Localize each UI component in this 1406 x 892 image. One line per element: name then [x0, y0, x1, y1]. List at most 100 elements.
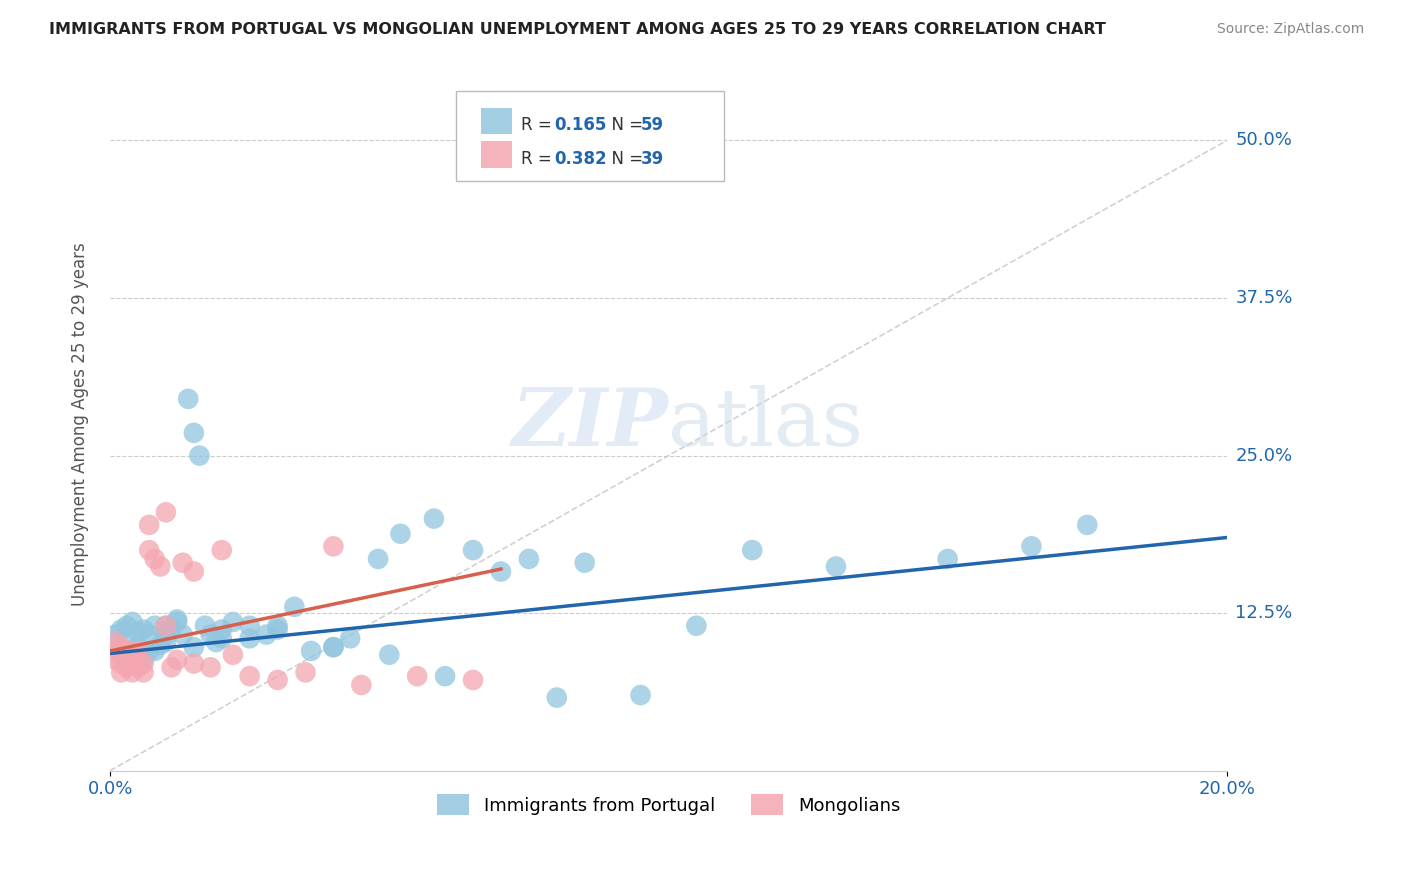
Text: 12.5%: 12.5%: [1236, 604, 1292, 622]
Point: [155, 619, 177, 633]
Point: [367, 552, 389, 566]
Point: [138, 543, 160, 558]
FancyBboxPatch shape: [457, 91, 724, 181]
Point: [211, 543, 233, 558]
Point: [127, 660, 149, 674]
FancyBboxPatch shape: [481, 108, 512, 135]
Point: [143, 619, 166, 633]
Point: [194, 619, 217, 633]
Point: [138, 644, 160, 658]
Point: [155, 505, 177, 519]
Point: [115, 644, 138, 658]
Point: [322, 640, 344, 655]
Point: [222, 615, 245, 629]
Point: [149, 638, 172, 652]
Point: [183, 640, 205, 655]
Point: [205, 635, 228, 649]
Text: 59: 59: [641, 116, 664, 134]
Point: [378, 648, 401, 662]
Point: [177, 392, 200, 406]
Point: [143, 552, 166, 566]
Point: [322, 640, 344, 655]
Point: [283, 599, 305, 614]
Point: [132, 665, 155, 680]
Point: [936, 552, 959, 566]
Point: [115, 632, 138, 646]
Point: [104, 653, 127, 667]
Point: [461, 673, 484, 687]
Point: [322, 539, 344, 553]
Point: [489, 565, 512, 579]
Text: 50.0%: 50.0%: [1236, 131, 1292, 150]
Point: [423, 511, 446, 525]
Text: R =: R =: [522, 150, 557, 169]
Point: [299, 644, 322, 658]
FancyBboxPatch shape: [481, 141, 512, 168]
Point: [266, 673, 288, 687]
Point: [127, 625, 149, 640]
Point: [110, 657, 132, 671]
Point: [155, 635, 177, 649]
Point: [121, 648, 143, 662]
Point: [160, 660, 183, 674]
Text: N =: N =: [602, 116, 648, 134]
Text: 0.165: 0.165: [554, 116, 607, 134]
Point: [630, 688, 652, 702]
Point: [461, 543, 484, 558]
Point: [110, 665, 132, 680]
Point: [127, 640, 149, 655]
Point: [222, 648, 245, 662]
Point: [155, 619, 177, 633]
Point: [104, 644, 127, 658]
Point: [239, 619, 262, 633]
Point: [1021, 539, 1043, 553]
Point: [115, 653, 138, 667]
Point: [183, 657, 205, 671]
Text: atlas: atlas: [668, 385, 863, 463]
Point: [389, 526, 412, 541]
Point: [138, 627, 160, 641]
Point: [434, 669, 457, 683]
Point: [143, 644, 166, 658]
Point: [121, 648, 143, 662]
Point: [350, 678, 373, 692]
Point: [149, 559, 172, 574]
Point: [110, 623, 132, 637]
Point: [211, 632, 233, 646]
Point: [172, 556, 194, 570]
Point: [741, 543, 763, 558]
Text: R =: R =: [522, 116, 557, 134]
Point: [166, 653, 188, 667]
Point: [132, 653, 155, 667]
Point: [121, 615, 143, 629]
Point: [127, 644, 149, 658]
Point: [825, 559, 848, 574]
Point: [294, 665, 316, 680]
Text: 39: 39: [641, 150, 664, 169]
Point: [121, 665, 143, 680]
Point: [266, 623, 288, 637]
Point: [1076, 517, 1098, 532]
Point: [239, 669, 262, 683]
Point: [121, 657, 143, 671]
Text: N =: N =: [602, 150, 648, 169]
Text: 37.5%: 37.5%: [1236, 289, 1292, 307]
Point: [166, 615, 188, 629]
Point: [574, 556, 596, 570]
Point: [155, 627, 177, 641]
Text: 25.0%: 25.0%: [1236, 447, 1292, 465]
Y-axis label: Unemployment Among Ages 25 to 29 years: Unemployment Among Ages 25 to 29 years: [72, 243, 89, 606]
Point: [685, 619, 707, 633]
Point: [266, 619, 288, 633]
Point: [546, 690, 568, 705]
Text: ZIP: ZIP: [512, 385, 668, 463]
Point: [200, 660, 222, 674]
Point: [166, 612, 188, 626]
Point: [115, 619, 138, 633]
Point: [188, 449, 211, 463]
Point: [183, 565, 205, 579]
Point: [339, 632, 361, 646]
Point: [160, 623, 183, 637]
Point: [239, 632, 262, 646]
Text: Source: ZipAtlas.com: Source: ZipAtlas.com: [1216, 22, 1364, 37]
